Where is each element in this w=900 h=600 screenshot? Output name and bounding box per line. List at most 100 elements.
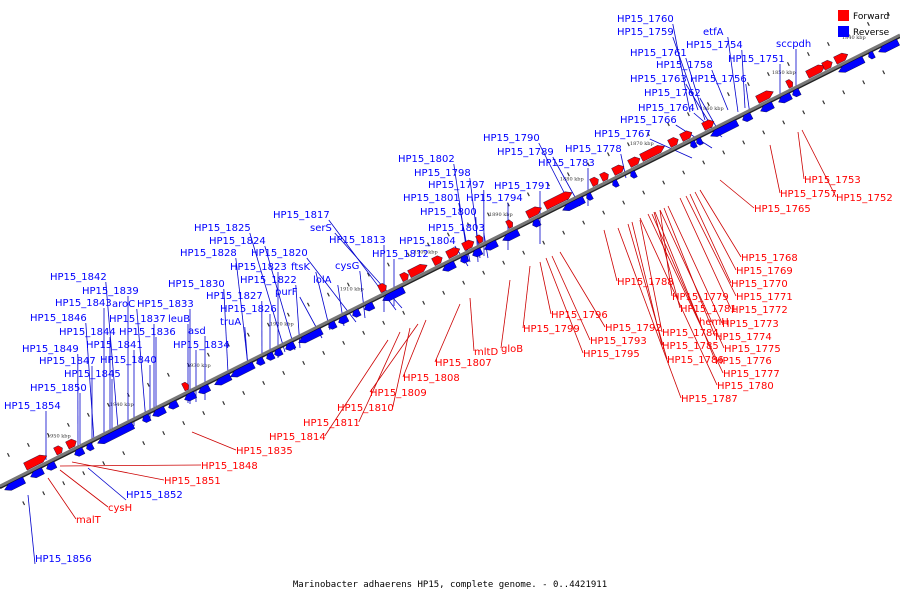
reverse-gene bbox=[86, 442, 95, 452]
reverse-gene-label: purF bbox=[275, 287, 298, 298]
reverse-gene bbox=[30, 467, 45, 479]
forward-gene-label: gloB bbox=[501, 344, 523, 355]
reverse-gene-label: HP15_1843 bbox=[55, 298, 112, 309]
reverse-gene-label: HP15_1763 bbox=[630, 74, 687, 85]
forward-leader-line bbox=[639, 219, 663, 333]
reverse-gene-label: HP15_1778 bbox=[565, 144, 622, 155]
forward-gene bbox=[805, 64, 826, 79]
reverse-leader-line bbox=[105, 281, 119, 429]
forward-leader-line bbox=[71, 461, 165, 481]
reverse-gene-label: HP15_1847 bbox=[39, 356, 96, 367]
forward-gene bbox=[377, 283, 387, 294]
reverse-gene bbox=[382, 286, 406, 302]
forward-gene-label: HP15_1796 bbox=[551, 310, 608, 321]
tick-mark bbox=[366, 272, 370, 277]
forward-gene-label: HP15_1807 bbox=[435, 358, 492, 369]
tick-mark bbox=[886, 11, 890, 17]
tick-mark bbox=[42, 491, 46, 496]
forward-leader-line bbox=[769, 144, 781, 194]
tick-mark bbox=[802, 110, 806, 115]
forward-leader-line bbox=[500, 279, 511, 349]
backbone-ticks bbox=[6, 11, 890, 506]
reverse-gene-label: truA bbox=[220, 317, 241, 328]
reverse-gene-label: HP15_1761 bbox=[630, 48, 687, 59]
forward-gene bbox=[181, 381, 189, 392]
tick-mark bbox=[286, 312, 290, 317]
kbp-mark: 1950 kbp bbox=[47, 433, 71, 439]
tick-mark bbox=[742, 140, 746, 145]
forward-leader-line bbox=[801, 129, 837, 198]
reverse-gene-label: HP15_1764 bbox=[638, 103, 695, 114]
tick-mark bbox=[486, 212, 490, 217]
reverse-leader-line bbox=[136, 308, 147, 423]
forward-gene bbox=[431, 255, 443, 266]
reverse-gene bbox=[97, 422, 136, 445]
tick-mark bbox=[246, 332, 250, 337]
tick-mark bbox=[526, 192, 530, 197]
kbp-mark: 1890 kbp bbox=[489, 212, 513, 218]
reverse-gene-label: HP15_1827 bbox=[206, 291, 263, 302]
legend-forward-swatch bbox=[838, 10, 849, 21]
tick-mark bbox=[406, 252, 410, 257]
tick-mark bbox=[26, 442, 30, 447]
reverse-gene-label: leuB bbox=[168, 314, 190, 325]
forward-gene-label: HP15_1814 bbox=[269, 432, 326, 443]
reverse-gene-labels: HP15_1760 HP15_1759 etfA HP15_1754HP15_1761… bbox=[4, 14, 811, 565]
kbp-mark: 1850 kbp bbox=[772, 70, 796, 76]
forward-leader-line bbox=[324, 339, 389, 437]
tick-mark bbox=[502, 260, 506, 265]
reverse-gene bbox=[4, 476, 26, 491]
forward-gene bbox=[505, 219, 513, 229]
tick-mark bbox=[22, 501, 26, 506]
reverse-gene bbox=[778, 92, 793, 104]
reverse-gene bbox=[352, 308, 362, 318]
reverse-gene-label: lolA bbox=[313, 275, 332, 286]
reverse-gene bbox=[690, 140, 698, 149]
forward-gene-label: hemH bbox=[699, 317, 729, 328]
tick-mark bbox=[226, 342, 230, 347]
reverse-gene-label: HP15_1830 bbox=[168, 279, 225, 290]
reverse-gene bbox=[502, 228, 521, 242]
forward-gene-label: HP15_1786 bbox=[667, 355, 724, 366]
tick-mark bbox=[522, 250, 526, 255]
forward-leader-line bbox=[694, 191, 737, 271]
forward-gene-label: HP15_1787 bbox=[681, 394, 738, 405]
tick-mark bbox=[642, 190, 646, 195]
forward-leader-line bbox=[659, 209, 725, 349]
tick-mark bbox=[426, 242, 430, 247]
forward-gene-label: HP15_1772 bbox=[731, 305, 788, 316]
reverse-gene bbox=[838, 56, 866, 73]
reverse-gene-label: HP15_1756 bbox=[690, 74, 747, 85]
forward-gene-label: HP15_1773 bbox=[722, 319, 779, 330]
forward-gene-label: HP15_1774 bbox=[715, 332, 772, 343]
forward-leader-line bbox=[59, 464, 202, 467]
forward-gene-label: HP15_1753 bbox=[804, 175, 861, 186]
kbp-mark: 1940 kbp bbox=[110, 402, 134, 408]
reverse-gene-label: HP15_1798 bbox=[414, 168, 471, 179]
forward-leader-line bbox=[402, 319, 427, 378]
reverse-gene-label: HP15_1854 bbox=[4, 401, 61, 412]
reverse-gene-label: HP15_1789 bbox=[497, 147, 554, 158]
tick-mark bbox=[782, 120, 786, 125]
tick-mark bbox=[686, 112, 690, 117]
forward-gene-label: HP15_1757 bbox=[780, 189, 837, 200]
tick-mark bbox=[602, 210, 606, 215]
reverse-leader-line bbox=[264, 245, 296, 351]
tick-mark bbox=[46, 432, 50, 437]
forward-gene bbox=[23, 454, 48, 471]
forward-gene-label: HP15_1765 bbox=[754, 204, 811, 215]
tick-mark bbox=[706, 102, 710, 107]
tick-mark bbox=[202, 410, 206, 416]
reverse-gene-label: aroC bbox=[112, 299, 135, 310]
reverse-gene-label: HP15_1794 bbox=[466, 193, 523, 204]
reverse-gene bbox=[184, 390, 198, 402]
forward-gene bbox=[589, 176, 599, 187]
forward-gene bbox=[785, 79, 793, 89]
tick-mark bbox=[726, 92, 730, 97]
forward-leader-line bbox=[59, 469, 109, 508]
reverse-gene bbox=[142, 413, 152, 423]
tick-mark bbox=[862, 80, 866, 85]
tick-mark bbox=[106, 402, 110, 407]
forward-leader-line bbox=[47, 477, 77, 520]
reverse-leader-line bbox=[675, 124, 713, 149]
